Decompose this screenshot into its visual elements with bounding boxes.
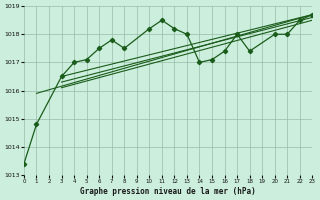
X-axis label: Graphe pression niveau de la mer (hPa): Graphe pression niveau de la mer (hPa): [80, 187, 256, 196]
